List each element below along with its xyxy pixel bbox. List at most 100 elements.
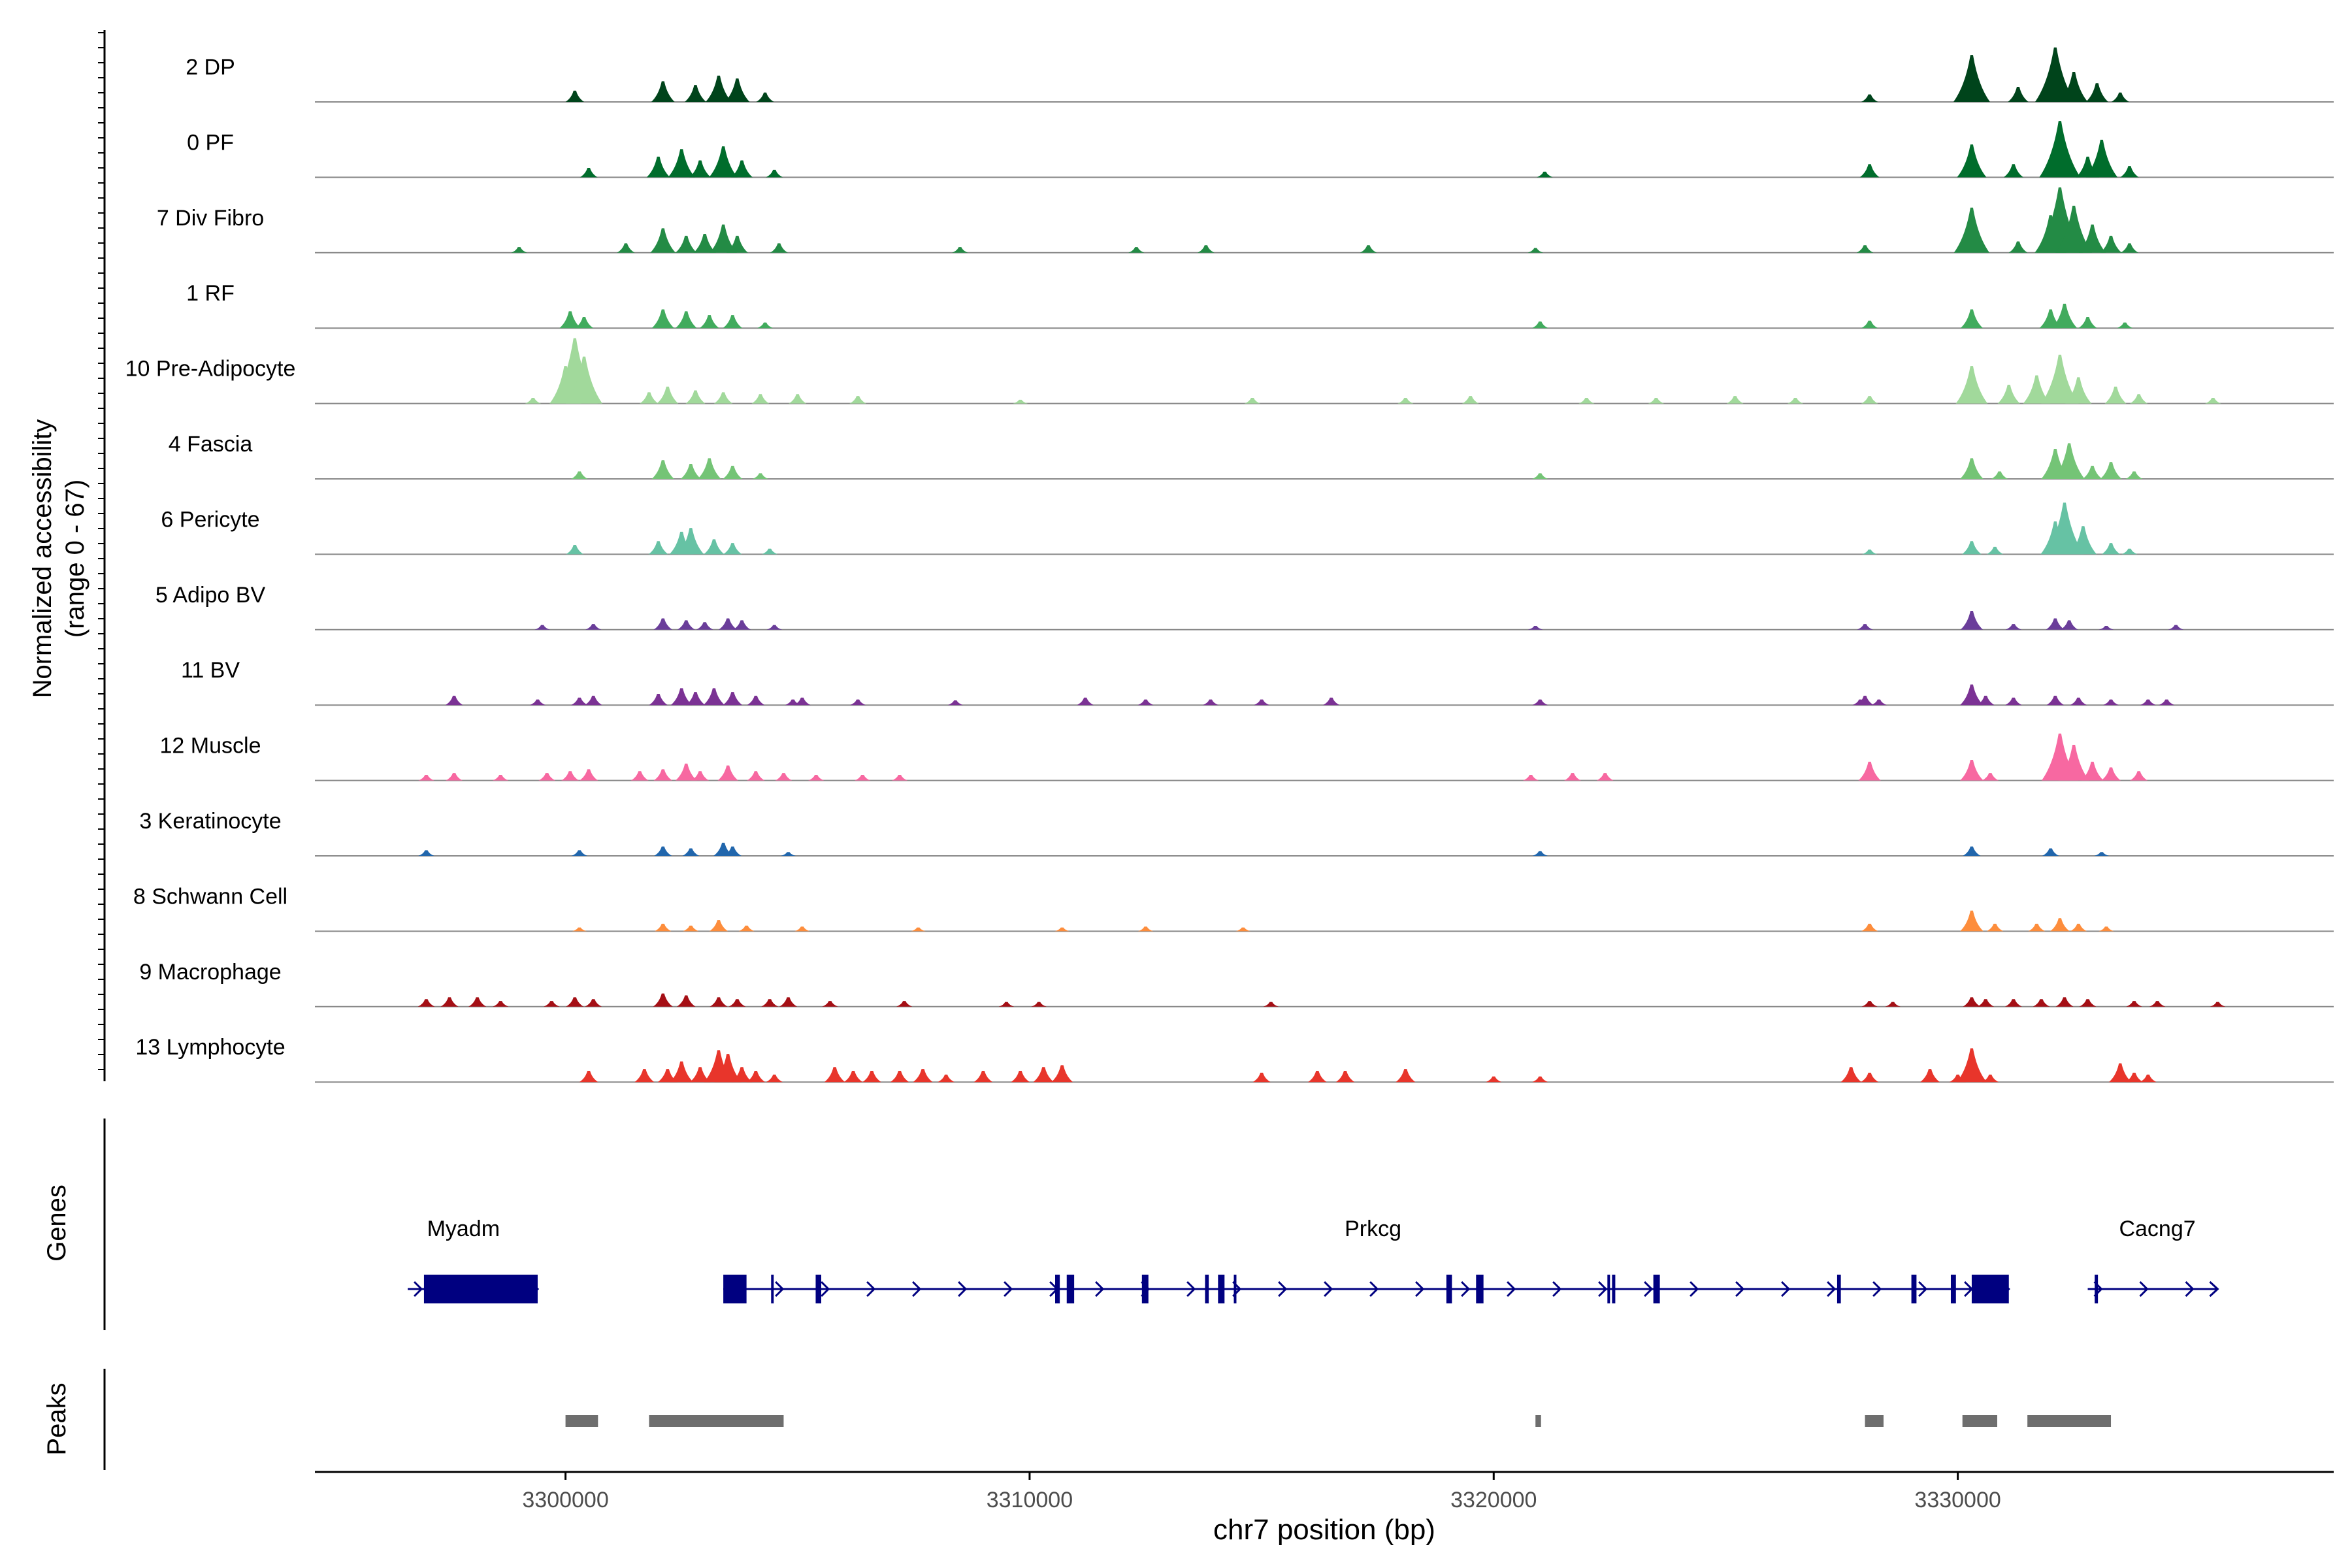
track-peak	[2104, 386, 2127, 404]
track-peak	[756, 92, 774, 102]
track-peak	[723, 543, 742, 555]
track-peak	[1986, 923, 2004, 932]
gene-exon	[1950, 1275, 1956, 1303]
track-peak	[947, 700, 964, 706]
track-peak	[579, 769, 598, 781]
track-peak	[2046, 695, 2065, 706]
strand-arrow	[1872, 1281, 1882, 1298]
track-peak	[2140, 699, 2157, 706]
track-peak	[703, 688, 725, 706]
track-peak	[1861, 1001, 1878, 1007]
track-peak	[723, 846, 742, 856]
track-peak	[654, 846, 672, 856]
track-peak	[2070, 923, 2087, 932]
track-label: 5 Adipo BV	[155, 583, 266, 608]
track-peak	[723, 465, 743, 479]
track-peak	[2081, 761, 2104, 781]
track-peak	[417, 999, 435, 1007]
track-peak	[1077, 697, 1094, 706]
track-label: 0 PF	[187, 130, 234, 155]
track-peak	[824, 1067, 845, 1083]
track-peak	[1986, 546, 2004, 555]
track-peak	[1532, 1076, 1548, 1083]
track-peak	[649, 693, 668, 706]
track-label: 9 Macrophage	[139, 960, 281, 985]
track-peak	[2041, 354, 2079, 404]
track-peak	[998, 1002, 1015, 1007]
track-peak	[2109, 1063, 2132, 1083]
track-peak	[1861, 94, 1878, 102]
track-peak	[657, 1069, 678, 1083]
track-peak	[2101, 767, 2121, 781]
track-peak	[492, 1001, 509, 1007]
y-axis-title-line2: (range 0 - 67)	[61, 480, 90, 638]
x-axis-ticks: 3300000 3310000 3320000 3330000	[522, 1472, 2001, 1512]
track-peak	[1870, 699, 1887, 706]
track-peak	[559, 311, 581, 329]
track-peak	[1982, 773, 1999, 781]
track-peak	[418, 850, 434, 856]
track-peak	[1486, 1076, 1502, 1083]
track-peak	[713, 392, 733, 404]
x-axis-tick-label: 3310000	[987, 1488, 1073, 1512]
track-peak	[2059, 72, 2088, 102]
peak-region	[1535, 1415, 1541, 1427]
track-7: 6 Pericyte	[161, 502, 2334, 555]
gene-exon	[771, 1275, 774, 1303]
gene-exon	[1233, 1275, 1237, 1303]
track-peak	[571, 471, 588, 479]
y-axis-title-line1: Normalized accessibility	[28, 419, 57, 698]
track-peak	[584, 695, 602, 706]
track-peak	[2008, 87, 2029, 102]
track-peak	[670, 688, 693, 706]
track-peak	[544, 1001, 560, 1007]
track-peak	[1982, 1074, 1999, 1083]
track-peak	[2130, 771, 2148, 781]
track-peak	[2053, 443, 2085, 479]
gene-exon	[1653, 1275, 1660, 1303]
track-2: 0 PF	[187, 121, 2334, 178]
track-peak	[1963, 846, 1981, 856]
track-peak	[1564, 773, 1581, 781]
track-peak	[1128, 247, 1145, 253]
track-peak	[446, 773, 463, 781]
track-peak	[1532, 473, 1548, 479]
track-peak	[653, 618, 673, 630]
track-peak	[646, 156, 670, 178]
track-peak	[1396, 1069, 1416, 1083]
track-peak	[731, 160, 753, 178]
gene-prkcg: Prkcg	[723, 1217, 2010, 1303]
strand-arrow	[1186, 1281, 1196, 1298]
track-peak	[529, 699, 546, 706]
peak-region	[1865, 1415, 1884, 1427]
track-label: 6 Pericyte	[161, 507, 259, 532]
track-peak	[566, 545, 584, 555]
track-peak	[973, 1070, 993, 1083]
track-peak	[534, 625, 550, 630]
track-peak	[757, 322, 774, 329]
track-peak	[779, 997, 798, 1007]
gene-exon	[1066, 1275, 1075, 1303]
track-peak	[579, 1070, 598, 1083]
track-peak	[855, 774, 871, 781]
peaks-track	[565, 1415, 2112, 1427]
x-axis-tick-label: 3330000	[1914, 1488, 2001, 1512]
strand-arrow	[1507, 1281, 1516, 1298]
track-peak	[2100, 462, 2122, 479]
track-peak	[952, 247, 968, 253]
gene-exon	[1607, 1275, 1610, 1303]
strand-arrow	[958, 1281, 968, 1298]
track-peak	[849, 699, 866, 706]
track-peak	[653, 993, 673, 1007]
track-peak	[680, 464, 702, 479]
track-peak	[1335, 1070, 1355, 1083]
strand-arrow	[1690, 1281, 1699, 1298]
track-peak	[723, 692, 743, 706]
track-peak	[704, 539, 725, 555]
strand-arrow	[1735, 1281, 1745, 1298]
strand-arrow	[866, 1281, 876, 1298]
gene-exon	[2095, 1275, 2099, 1303]
track-peak	[440, 997, 459, 1007]
strand-arrow	[912, 1281, 922, 1298]
track-peak	[938, 1074, 955, 1083]
